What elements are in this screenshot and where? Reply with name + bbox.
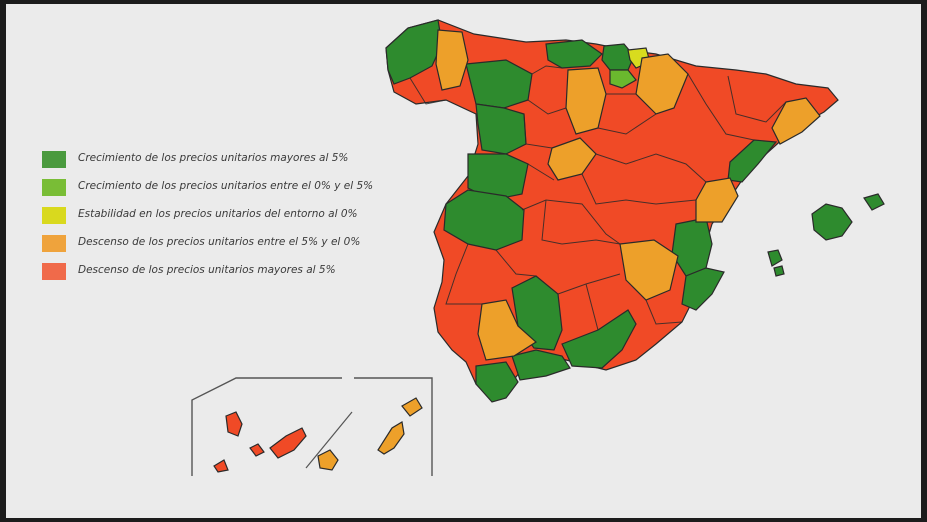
- legend-swatch-light-green: [42, 179, 66, 196]
- island-la-gomera: [249, 443, 265, 457]
- spain-provinces-map: [191, 19, 885, 476]
- province-yellow-green-area: [609, 69, 637, 89]
- province-zamora-salamanca: [467, 153, 529, 201]
- legend-swatch-orange: [42, 235, 66, 252]
- province-albacete: [619, 239, 679, 301]
- province-asturias: [545, 39, 603, 69]
- legend-label: Descenso de los precios unitarios entre …: [78, 236, 361, 248]
- province-a-coruna: [385, 19, 443, 85]
- island-formentera: [773, 265, 785, 277]
- legend-swatch-dark-green: [42, 151, 66, 168]
- inset-frame-left: [191, 377, 342, 476]
- island-mallorca: [811, 203, 853, 241]
- province-leon: [475, 103, 527, 155]
- legend-label: Crecimiento de los precios unitarios may…: [78, 152, 349, 164]
- legend-item: Estabilidad en los precios unitarios del…: [42, 206, 402, 226]
- island-el-hierro: [213, 459, 229, 473]
- island-tenerife: [269, 427, 307, 459]
- island-lanzarote: [401, 397, 423, 417]
- province-borders: [409, 65, 787, 331]
- province-alicante-murcia: [681, 267, 725, 311]
- island-menorca: [863, 193, 885, 211]
- province-malaga: [511, 349, 571, 381]
- legend-item: Crecimiento de los precios unitarios may…: [42, 150, 402, 170]
- canary-islands-inset: [191, 377, 433, 476]
- legend-swatch-red: [42, 263, 66, 280]
- province-ourense-area: [435, 29, 469, 91]
- legend-label: Descenso de los precios unitarios mayore…: [78, 264, 336, 276]
- map-figure: Crecimiento de los precios unitarios may…: [6, 4, 921, 518]
- island-gran-canaria: [317, 449, 339, 471]
- island-fuerteventura: [377, 421, 405, 455]
- province-granada-almeria: [561, 309, 637, 369]
- legend-swatch-yellow: [42, 207, 66, 224]
- province-cadiz: [475, 361, 519, 403]
- province-caceres: [443, 189, 525, 251]
- legend-label: Estabilidad en los precios unitarios del…: [78, 208, 358, 220]
- inset-divider: [305, 411, 353, 469]
- legend-item: Descenso de los precios unitarios entre …: [42, 234, 402, 254]
- legend-label: Crecimiento de los precios unitarios ent…: [78, 180, 374, 192]
- legend-item: Descenso de los precios unitarios mayore…: [42, 262, 402, 282]
- inset-frame-right: [354, 377, 433, 476]
- province-barcelona: [771, 97, 821, 145]
- legend-item: Crecimiento de los precios unitarios ent…: [42, 178, 402, 198]
- province-sevilla: [477, 299, 537, 361]
- island-la-palma: [225, 411, 243, 437]
- island-ibiza: [767, 249, 783, 267]
